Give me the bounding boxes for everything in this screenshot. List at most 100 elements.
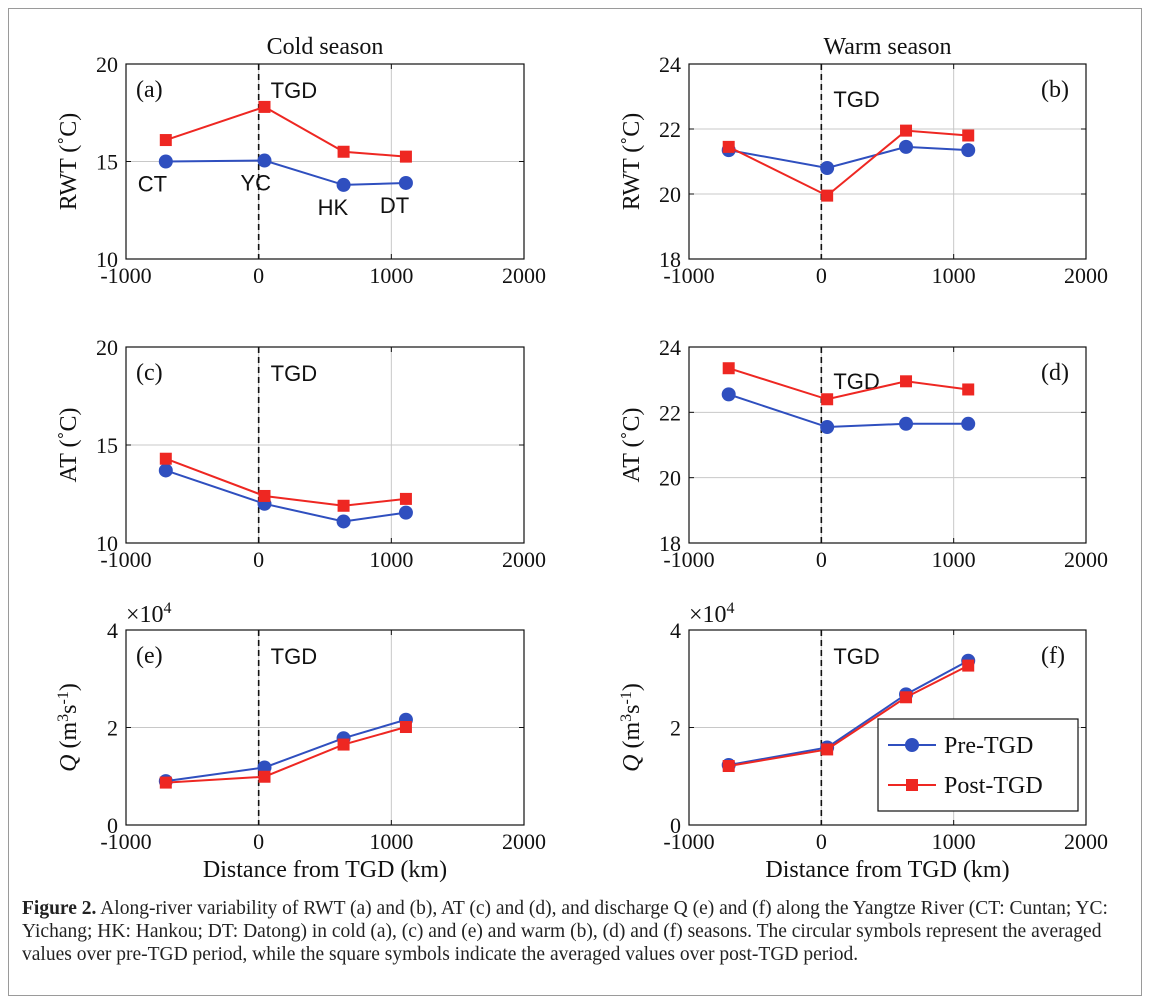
- post-tgd-point: [159, 776, 172, 789]
- post-tgd-point: [337, 145, 350, 158]
- station-label: CT: [138, 172, 167, 197]
- pre-tgd-point: [398, 175, 413, 190]
- panel-label: (d): [1041, 360, 1069, 386]
- series-line-pre: [165, 469, 407, 523]
- series-line-pre: [728, 393, 969, 429]
- y-tick-label: 20: [96, 335, 118, 360]
- y-tick-label: 0: [107, 813, 118, 838]
- figure-caption: Figure 2. Along-river variability of RWT…: [22, 897, 1132, 966]
- pre-tgd-point: [336, 177, 351, 192]
- post-tgd-point: [821, 393, 834, 406]
- y-tick-label: 22: [659, 117, 681, 142]
- pre-tgd-point: [336, 514, 351, 529]
- post-tgd-point: [337, 499, 350, 512]
- x-tick-label: 0: [816, 829, 827, 854]
- panel-c: -1000 0 1000 2000 10 15 20 (c) TGD AT (˚C): [56, 335, 546, 572]
- axes-box: [688, 346, 1087, 544]
- y-tick-label: 4: [670, 618, 681, 643]
- y-axis-label: RWT (˚C): [56, 113, 82, 211]
- pre-tgd-point: [899, 416, 914, 431]
- series-line-pre: [165, 159, 406, 186]
- x-axis-label: Distance from TGD (km): [203, 857, 447, 883]
- y-tick-label: 15: [96, 150, 118, 175]
- y-axis-label: AT (˚C): [619, 408, 645, 483]
- post-tgd-point: [962, 383, 975, 396]
- post-tgd-point: [821, 743, 834, 756]
- y-tick-label: 18: [659, 247, 681, 272]
- y-axis-label: RWT (˚C): [619, 113, 645, 211]
- x-tick-label: 2000: [502, 263, 546, 288]
- y-tick-label: 20: [659, 466, 681, 491]
- series-line-post: [728, 129, 969, 197]
- tgd-label: TGD: [833, 87, 879, 112]
- tgd-label: TGD: [271, 361, 317, 386]
- panel-label: (b): [1041, 77, 1069, 103]
- post-tgd-point: [722, 362, 735, 375]
- pre-tgd-point: [820, 161, 835, 175]
- post-tgd-point: [722, 760, 735, 773]
- panel-label: (f): [1041, 643, 1065, 669]
- panel-b: -1000 0 1000 2000 18 20 22 24 (b) TGD Warm season R…: [619, 34, 1108, 288]
- x-tick-label: 2000: [502, 547, 546, 572]
- post-tgd-point: [159, 452, 172, 465]
- axes-box: [688, 63, 1087, 260]
- x-axis-label: Distance from TGD (km): [765, 857, 1009, 883]
- legend-label-post: Post-TGD: [944, 773, 1043, 799]
- post-tgd-point: [399, 492, 412, 505]
- post-tgd-point: [900, 124, 913, 137]
- x-tick-label: 0: [816, 263, 827, 288]
- x-tick-label: 2000: [1064, 263, 1108, 288]
- y-tick-label: 15: [96, 433, 118, 458]
- figure-frame: [8, 8, 1142, 996]
- post-tgd-point: [258, 770, 271, 783]
- legend-label-pre: Pre-TGD: [944, 733, 1033, 759]
- x-tick-label: 1000: [369, 829, 413, 854]
- post-tgd-point: [900, 375, 913, 388]
- x-tick-label: -1000: [100, 547, 151, 572]
- tgd-label: TGD: [833, 369, 879, 394]
- panel-a: -1000 0 1000 2000 10 15 20 (a) TGD Cold season RWT…: [56, 34, 546, 288]
- x-tick-label: 1000: [369, 263, 413, 288]
- station-label: HK: [318, 195, 349, 220]
- y-axis-label: AT (˚C): [56, 408, 82, 483]
- post-tgd-point: [258, 489, 271, 502]
- post-tgd-point: [962, 129, 975, 142]
- legend-box: [877, 718, 1079, 812]
- post-tgd-point: [900, 691, 913, 704]
- pre-tgd-point: [820, 420, 835, 435]
- series-line-post: [165, 105, 407, 158]
- y-tick-label: 20: [96, 52, 118, 77]
- pre-tgd-point: [961, 416, 976, 431]
- y-tick-label: 2: [670, 716, 681, 741]
- panel-title: Warm season: [823, 34, 951, 60]
- post-tgd-point: [722, 140, 735, 153]
- x-tick-label: 0: [253, 547, 264, 572]
- panel-d: -1000 0 1000 2000 18 20 22 24 (d) TGD AT (˚C): [619, 335, 1108, 572]
- pre-tgd-point: [257, 153, 272, 168]
- tgd-label: TGD: [271, 644, 317, 669]
- series-line-post: [728, 367, 969, 401]
- post-tgd-point: [258, 100, 271, 113]
- x-tick-label: 1000: [369, 547, 413, 572]
- y-tick-label: 24: [659, 335, 681, 360]
- y-axis-exponent: ×104: [689, 600, 735, 628]
- series-line-pre: [728, 145, 969, 170]
- legend-marker-pre: [905, 738, 919, 752]
- series-line-post: [728, 664, 969, 767]
- y-tick-label: 24: [659, 52, 681, 77]
- panel-label: (a): [136, 77, 163, 103]
- station-label: YC: [241, 171, 272, 196]
- pre-tgd-point: [158, 154, 173, 169]
- y-axis-label: Q (m3s-1): [618, 683, 645, 772]
- x-tick-label: 0: [253, 263, 264, 288]
- tgd-label: TGD: [271, 78, 317, 103]
- post-tgd-point: [399, 150, 412, 163]
- y-tick-label: 20: [659, 182, 681, 207]
- caption-label: Figure 2.: [22, 898, 97, 919]
- x-tick-label: 1000: [932, 829, 976, 854]
- post-tgd-point: [399, 721, 412, 734]
- pre-tgd-point: [398, 505, 413, 520]
- y-tick-label: 22: [659, 400, 681, 425]
